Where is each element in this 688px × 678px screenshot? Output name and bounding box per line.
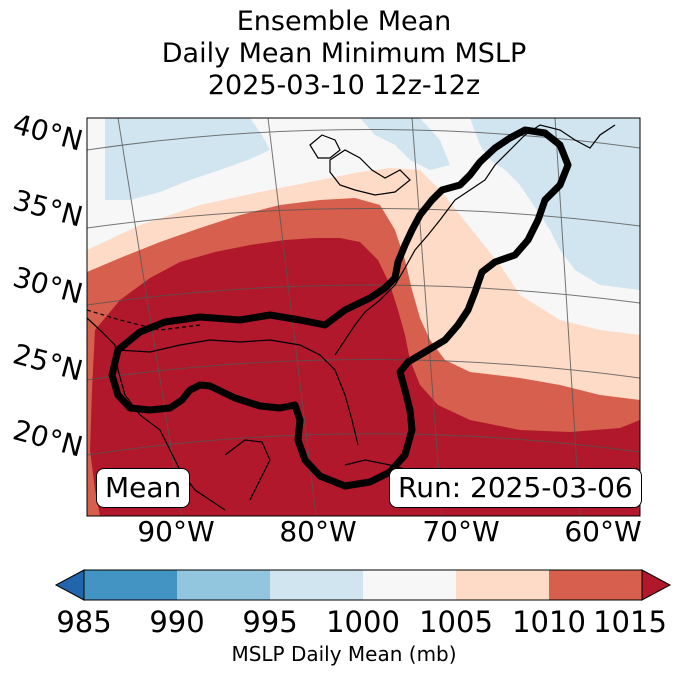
run-date-label: Run: 2025-03-06 bbox=[389, 468, 642, 508]
colorbar-extend-high bbox=[641, 569, 672, 601]
colorbar-tick-1015: 1015 bbox=[593, 605, 667, 639]
parallel-40n bbox=[87, 129, 640, 151]
region-above-1015 bbox=[90, 238, 640, 516]
colorbar-tick-1000: 1000 bbox=[326, 605, 400, 639]
colorbar-swatch-1005-1010 bbox=[456, 570, 549, 600]
coastline-gulf bbox=[87, 317, 226, 511]
colorbar bbox=[54, 569, 672, 601]
parallel-25n bbox=[87, 359, 640, 381]
colorbar-swatch-1010-1015 bbox=[549, 570, 642, 600]
ensemble-contour bbox=[108, 126, 572, 490]
coastline-gulf-north bbox=[117, 339, 359, 446]
colorbar-tick-990: 990 bbox=[149, 605, 205, 639]
region-995-1000 bbox=[105, 118, 270, 200]
title-line-1: Ensemble Mean bbox=[236, 6, 452, 37]
parallel-30n bbox=[87, 284, 640, 306]
colorbar-tick-1005: 1005 bbox=[419, 605, 493, 639]
map-field bbox=[87, 118, 640, 516]
mean-label: Mean bbox=[96, 468, 191, 508]
title-line-3: 2025-03-10 12z-12z bbox=[207, 70, 481, 101]
lon-label-60w: 60°W bbox=[564, 515, 641, 548]
great-lakes bbox=[329, 149, 411, 196]
colorbar-swatch-995-1000 bbox=[270, 570, 363, 600]
colorbar-tick-985: 985 bbox=[56, 605, 112, 639]
parallel-35n bbox=[87, 208, 640, 229]
coastline-florida bbox=[334, 199, 456, 356]
colorbar-swatch-990-995 bbox=[177, 570, 270, 600]
lat-label-35n: 35°N bbox=[10, 183, 87, 233]
lon-label-90w: 90°W bbox=[137, 515, 214, 548]
colorbar-tick-995: 995 bbox=[242, 605, 298, 639]
lat-label-40n: 40°N bbox=[10, 107, 87, 157]
coastline-yucatan bbox=[224, 439, 271, 501]
colorbar-swatch-1000-1005 bbox=[363, 570, 456, 600]
parallel-20n bbox=[87, 433, 640, 456]
great-lakes-2 bbox=[309, 134, 341, 159]
lon-label-80w: 80°W bbox=[279, 515, 356, 548]
map-frame bbox=[86, 117, 641, 517]
colorbar-tick-1010: 1010 bbox=[512, 605, 586, 639]
border-dashed bbox=[87, 309, 201, 331]
lat-label-20n: 20°N bbox=[10, 413, 87, 463]
region-995-1000-east bbox=[470, 118, 640, 290]
meridian-90w bbox=[117, 118, 183, 516]
lon-label-70w: 70°W bbox=[422, 515, 499, 548]
colorbar-extend-low bbox=[54, 569, 85, 601]
colorbar-outline bbox=[83, 569, 643, 601]
title-line-2: Daily Mean Minimum MSLP bbox=[161, 38, 527, 69]
region-995-1000-ne bbox=[360, 118, 450, 170]
graticule bbox=[87, 118, 640, 516]
meridian-70w bbox=[411, 118, 443, 516]
lat-label-25n: 25°N bbox=[10, 337, 87, 387]
colorbar-swatch-985-990 bbox=[84, 570, 177, 600]
colorbar-title: MSLP Daily Mean (mb) bbox=[231, 642, 457, 666]
lat-label-30n: 30°N bbox=[10, 260, 87, 310]
